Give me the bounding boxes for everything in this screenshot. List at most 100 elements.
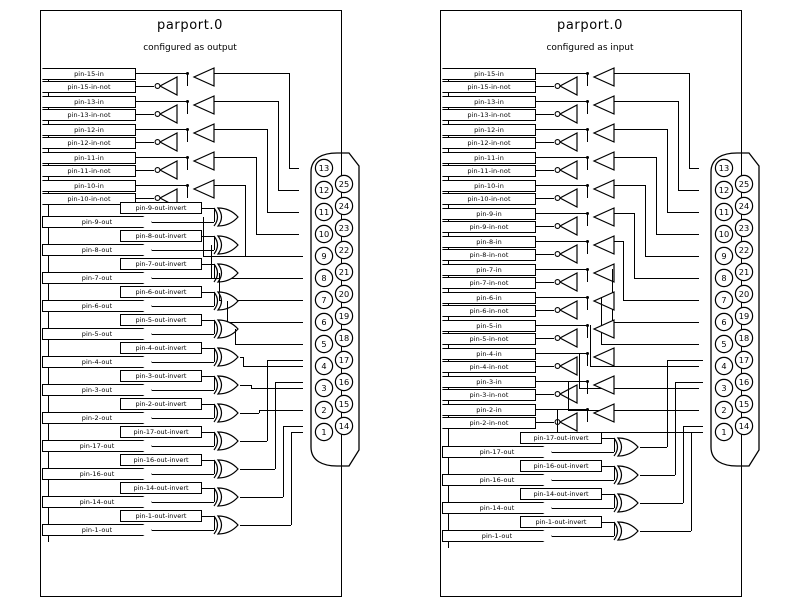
wire-pinnot-to-inverter bbox=[136, 198, 154, 200]
wire-buffer-out bbox=[614, 73, 689, 75]
wire-pin-to-xor bbox=[552, 508, 614, 510]
wire-to-connector-pin bbox=[211, 278, 303, 280]
wire-to-connector-pin bbox=[278, 190, 299, 192]
hal-pin-pin-7-in-not: pin-7-in-not bbox=[442, 277, 536, 289]
wire-param-to-xor bbox=[202, 320, 214, 322]
hal-param-pin-4-out-invert: pin-4-out-invert bbox=[120, 342, 202, 354]
xor-gate bbox=[213, 347, 240, 367]
hal-pin-pin-8-out: pin-8-out bbox=[42, 244, 152, 256]
inverter-gate bbox=[553, 384, 579, 404]
hal-pin-pin-6-in-not: pin-6-in-not bbox=[442, 305, 536, 317]
hal-param-pin-7-out-invert: pin-7-out-invert bbox=[120, 258, 202, 270]
hal-pin-pin-16-out: pin-16-out bbox=[442, 474, 552, 486]
hal-pin-pin-10-in-not: pin-10-in-not bbox=[442, 193, 536, 205]
buffer-gate bbox=[592, 319, 616, 339]
inverter-gate bbox=[553, 272, 579, 292]
wire-pinnot-to-inverter bbox=[536, 170, 554, 172]
inverter-gate bbox=[553, 244, 579, 264]
wire-xor-out bbox=[640, 475, 675, 477]
svg-text:14: 14 bbox=[339, 421, 349, 431]
inverter-gate bbox=[553, 160, 579, 180]
hal-pin-pin-13-in-not: pin-13-in-not bbox=[42, 109, 136, 121]
wire-buffer-out bbox=[214, 185, 245, 187]
wire-pinnot-to-inverter bbox=[536, 226, 554, 228]
svg-text:2: 2 bbox=[721, 405, 726, 415]
hal-pin-pin-7-out: pin-7-out bbox=[42, 272, 152, 284]
wire-xor-route bbox=[227, 301, 229, 322]
hal-pin-pin-5-out: pin-5-out bbox=[42, 328, 152, 340]
wire-pin-to-node bbox=[136, 101, 188, 103]
wire-pin-to-node bbox=[136, 129, 188, 131]
wire-to-connector-pin bbox=[203, 256, 303, 258]
hal-pin-pin-1-out: pin-1-out bbox=[442, 530, 552, 542]
wire-drop-to-connector bbox=[256, 157, 258, 234]
hal-pin-pin-14-out: pin-14-out bbox=[442, 502, 552, 514]
junction-dot bbox=[586, 324, 589, 327]
hal-pin-pin-1-out: pin-1-out bbox=[42, 524, 152, 536]
hal-param-pin-3-out-invert: pin-3-out-invert bbox=[120, 370, 202, 382]
wire-xor-route bbox=[259, 410, 261, 413]
wire-drop-to-connector bbox=[678, 101, 680, 190]
panel-subtitle: configured as input bbox=[546, 43, 634, 53]
wire-pinnot-to-inverter bbox=[536, 114, 554, 116]
junction-dot bbox=[586, 408, 589, 411]
svg-text:10: 10 bbox=[319, 229, 329, 239]
wire-xor-input-bus bbox=[614, 522, 616, 536]
wire-xor-input-bus bbox=[214, 488, 216, 502]
buffer-gate bbox=[192, 123, 216, 143]
hal-pin-pin-10-in: pin-10-in bbox=[42, 180, 136, 192]
wire-pin-to-xor bbox=[152, 474, 214, 476]
wire-pin-to-node bbox=[536, 157, 588, 159]
wire-pin-to-node bbox=[536, 241, 588, 243]
wire-pin-to-node bbox=[536, 381, 588, 383]
wire-drop-to-connector bbox=[634, 213, 636, 278]
hal-param-pin-14-out-invert: pin-14-out-invert bbox=[120, 482, 202, 494]
wire-pin-to-xor bbox=[152, 530, 214, 532]
wire-xor-input-bus bbox=[214, 376, 216, 390]
wire-xor-route bbox=[283, 426, 285, 497]
wire-pinnot-to-inverter bbox=[536, 86, 554, 88]
svg-text:18: 18 bbox=[339, 333, 349, 343]
wire-xor-input-bus bbox=[214, 348, 216, 362]
wire-pin-to-node bbox=[536, 409, 588, 411]
wire-pin-to-node bbox=[536, 73, 588, 75]
hal-param-pin-16-out-invert: pin-16-out-invert bbox=[120, 454, 202, 466]
hal-pin-pin-3-in: pin-3-in bbox=[442, 376, 536, 388]
wire-pinnot-to-inverter bbox=[136, 114, 154, 116]
xor-gate bbox=[213, 375, 240, 395]
hal-pin-pin-2-in: pin-2-in bbox=[442, 404, 536, 416]
buffer-gate bbox=[592, 67, 616, 87]
panel-title: parport.0 bbox=[556, 18, 623, 33]
svg-text:16: 16 bbox=[339, 377, 349, 387]
svg-text:3: 3 bbox=[721, 383, 726, 393]
wire-inverter-up bbox=[587, 241, 589, 254]
wire-to-connector-pin bbox=[689, 168, 699, 170]
xor-gate bbox=[613, 465, 640, 485]
svg-text:11: 11 bbox=[319, 207, 329, 217]
buffer-gate bbox=[592, 123, 616, 143]
panel-subtitle: configured as output bbox=[143, 43, 237, 53]
wire-pin-to-xor bbox=[552, 536, 614, 538]
wire-pin-to-xor bbox=[152, 250, 214, 252]
svg-text:5: 5 bbox=[721, 339, 726, 349]
wire-to-connector-pin bbox=[243, 366, 303, 368]
wire-param-to-xor bbox=[202, 208, 214, 210]
db25-connector: 13 12 11 10 9 8 7 6 5 4 3 2 1 25 24 23 22 21 20 19 18 17 16 15 1… bbox=[297, 150, 363, 470]
hal-pin-pin-6-in: pin-6-in bbox=[442, 292, 536, 304]
wire-to-connector-pin bbox=[267, 360, 303, 362]
wire-xor-input-bus bbox=[214, 236, 216, 250]
svg-text:22: 22 bbox=[739, 245, 749, 255]
junction-dot bbox=[586, 352, 589, 355]
hal-pin-pin-10-in: pin-10-in bbox=[442, 180, 536, 192]
wire-drop-to-connector bbox=[245, 185, 247, 256]
hal-pin-pin-15-in: pin-15-in bbox=[42, 68, 136, 80]
hal-param-pin-17-out-invert: pin-17-out-invert bbox=[120, 426, 202, 438]
wire-drop-to-connector bbox=[601, 297, 603, 344]
wire-pin-to-node bbox=[536, 297, 588, 299]
inverter-gate bbox=[153, 76, 179, 96]
svg-text:17: 17 bbox=[739, 355, 749, 365]
wire-pin-to-xor bbox=[152, 390, 214, 392]
svg-text:17: 17 bbox=[339, 355, 349, 365]
wire-xor-input-bus bbox=[214, 432, 216, 446]
wire-pin-to-node bbox=[136, 185, 188, 187]
